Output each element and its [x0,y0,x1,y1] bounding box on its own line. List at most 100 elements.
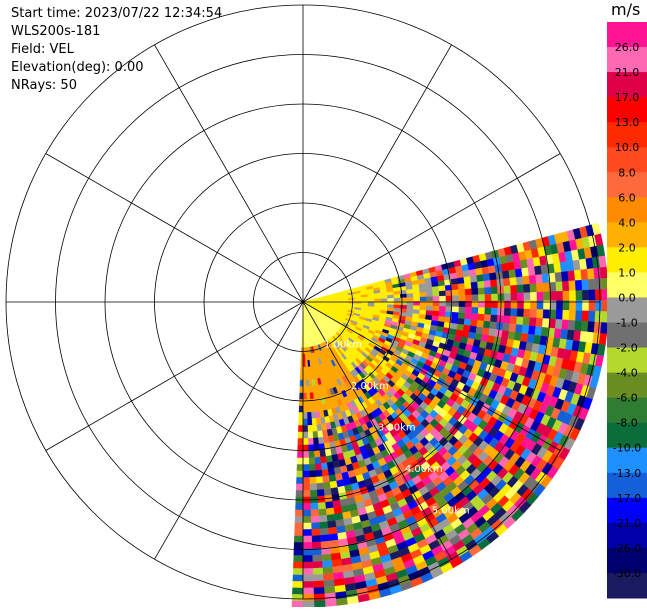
velocity-bin [394,305,401,309]
azimuth-spoke [155,302,304,559]
velocity-bin [303,490,310,497]
colorbar-tick-label: -21.0 [613,517,641,530]
velocity-bin [484,280,491,287]
velocity-bin [310,490,317,497]
velocity-bin [294,529,303,536]
velocity-bin [315,470,322,477]
velocity-bin [394,294,401,298]
velocity-bin [426,292,433,297]
velocity-bin [478,294,485,301]
velocity-bin [452,290,459,296]
velocity-bin [482,267,490,275]
velocity-bin [450,273,457,280]
velocity-bin [523,317,530,326]
velocity-bin [588,279,595,290]
velocity-bin [510,277,517,285]
azimuth-spoke [303,45,452,302]
velocity-bin [318,502,326,509]
velocity-bin [303,399,307,406]
velocity-bin [309,458,315,465]
velocity-bin [530,309,537,318]
velocity-bin [320,456,327,463]
velocity-bin [439,311,446,317]
velocity-bin [322,560,332,567]
velocity-bin [465,295,472,301]
velocity-bin [528,267,536,276]
velocity-bin [594,322,601,333]
velocity-bin [420,292,427,297]
velocity-bin [556,282,563,292]
velocity-bin [368,296,375,299]
velocity-bin [439,296,446,301]
velocity-bin [457,277,464,284]
velocity-bin [331,487,339,495]
velocity-bin [292,601,303,607]
velocity-bin [374,299,381,302]
colorbar-tick-label: 8.0 [618,166,636,179]
velocity-bin [303,516,311,523]
velocity-bin [477,320,484,327]
velocity-bin [355,300,362,302]
velocity-bin [298,438,303,445]
velocity-bin [478,308,485,315]
velocity-bin [563,291,570,301]
velocity-bin [516,317,523,326]
velocity-bin [536,283,543,292]
velocity-bin [295,516,303,523]
velocity-bin [485,308,492,315]
velocity-bin [476,327,483,335]
range-ring-label: 1.00km [324,340,362,351]
velocity-bin [490,322,497,330]
instrument-name: WLS200s-181 [11,24,100,39]
velocity-bin [515,269,523,278]
velocity-bin [459,289,466,295]
velocity-bin [400,290,407,294]
velocity-bin [561,271,568,281]
velocity-bin [574,270,581,281]
azimuth-spoke [46,302,303,451]
velocity-bin [600,322,607,334]
velocity-bin [465,289,472,295]
velocity-bin [569,310,576,320]
velocity-bin [523,284,530,293]
velocity-bin [303,555,313,562]
velocity-bin [562,281,569,291]
velocity-bin [321,541,330,548]
colorbar-tick-label: 10.0 [615,141,640,154]
velocity-bin [511,309,518,317]
velocity-bin [325,501,333,508]
velocity-bin [320,528,329,535]
velocity-bin [303,451,309,458]
velocity-bin [303,471,309,478]
velocity-bin [471,288,478,295]
velocity-bin [316,476,323,483]
velocity-bin [306,373,309,380]
velocity-bin [491,287,498,294]
velocity-bin [311,405,316,412]
velocity-bin [510,316,517,324]
velocity-bin [555,319,562,329]
velocity-bin [303,575,313,582]
velocity-bin [432,281,439,287]
velocity-bin [293,568,303,575]
velocity-bin [298,425,303,432]
velocity-bin [305,367,308,374]
velocity-bin [313,574,323,581]
velocity-bin [323,580,334,587]
velocity-bin [477,281,484,288]
velocity-bin [503,278,510,286]
velocity-bin [303,406,307,413]
colorbar-tick-label: 4.0 [618,216,636,229]
velocity-bin [328,527,337,535]
velocity-bin [407,297,414,301]
velocity-bin [313,568,323,575]
velocity-bin [329,475,337,482]
velocity-bin [419,283,426,288]
velocity-bin [464,319,471,326]
velocity-bin [303,464,309,471]
velocity-bin [303,425,308,432]
velocity-bin [535,274,542,283]
velocity-bin [490,280,497,288]
velocity-bin [303,484,310,491]
